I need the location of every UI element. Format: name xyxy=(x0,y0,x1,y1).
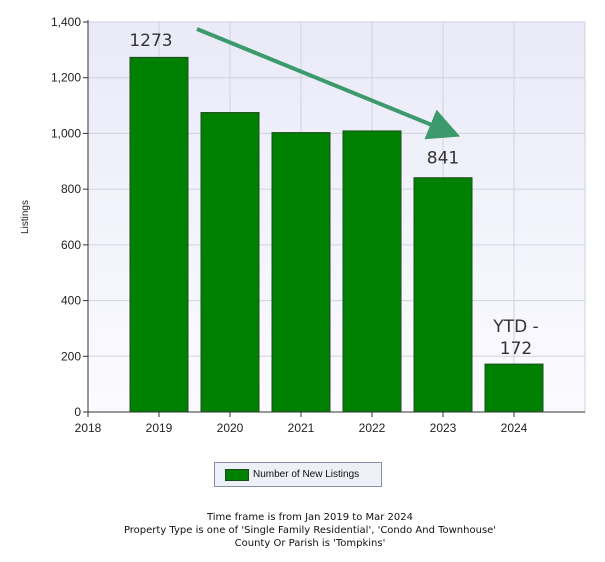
x-tick-label: 2019 xyxy=(146,421,173,435)
y-tick-label: 1,400 xyxy=(51,15,81,29)
trend-arrow xyxy=(196,27,461,140)
annotation-2019: 1273 xyxy=(129,31,172,51)
x-tick-label: 2018 xyxy=(75,421,102,435)
bar-chart: 0 200 400 600 800 1,000 1,200 1,400 2018 2019 202… xyxy=(20,15,586,435)
axes xyxy=(87,20,585,413)
bars xyxy=(129,56,544,413)
note-county: County Or Parish is 'Tompkins' xyxy=(234,538,386,549)
y-tick-label: 800 xyxy=(61,182,81,196)
x-tick-labels: 2018 2019 2020 2021 2022 2023 2024 xyxy=(75,412,528,435)
x-tick-label: 2022 xyxy=(359,421,386,435)
bar-2022 xyxy=(342,130,402,413)
y-tick-label: 1,200 xyxy=(51,71,81,85)
y-tick-labels: 0 200 400 600 800 1,000 1,200 1,400 xyxy=(51,15,88,419)
y-tick-label: 600 xyxy=(61,238,81,252)
legend: Number of New Listings xyxy=(214,462,382,487)
y-tick-label: 1,000 xyxy=(51,126,81,140)
x-tick-label: 2023 xyxy=(430,421,457,435)
bar-2020 xyxy=(200,112,260,413)
annotation-2024-line: YTD - xyxy=(492,317,538,337)
annotation-2024-line: 172 xyxy=(500,339,532,359)
bar-2024 xyxy=(484,363,544,413)
annotation-2023: 841 xyxy=(427,149,459,169)
legend-swatch xyxy=(225,468,249,481)
note-timeframe: Time frame is from Jan 2019 to Mar 2024 xyxy=(206,512,414,523)
bar-2019 xyxy=(129,56,189,413)
bar-2021 xyxy=(271,132,331,413)
bar-2023 xyxy=(413,177,473,413)
chart-notes: Time frame is from Jan 2019 to Mar 2024 … xyxy=(0,511,605,550)
y-tick-label: 0 xyxy=(74,405,81,419)
y-tick-label: 200 xyxy=(61,349,81,363)
y-tick-label: 400 xyxy=(61,294,81,308)
annotations: 1273 841 YTD -172 xyxy=(129,31,538,359)
x-tick-label: 2024 xyxy=(501,421,528,435)
x-tick-label: 2021 xyxy=(288,421,315,435)
legend-label: Number of New Listings xyxy=(253,469,360,480)
x-tick-label: 2020 xyxy=(217,421,244,435)
y-axis-label: Listings xyxy=(20,200,31,234)
note-property-type: Property Type is one of 'Single Family R… xyxy=(123,525,497,536)
